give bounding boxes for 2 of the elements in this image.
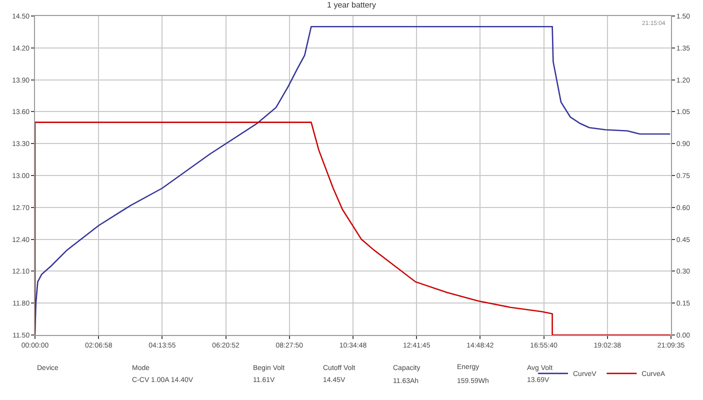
- chart-title: 1 year battery: [327, 0, 376, 10]
- line-series: [35, 122, 671, 335]
